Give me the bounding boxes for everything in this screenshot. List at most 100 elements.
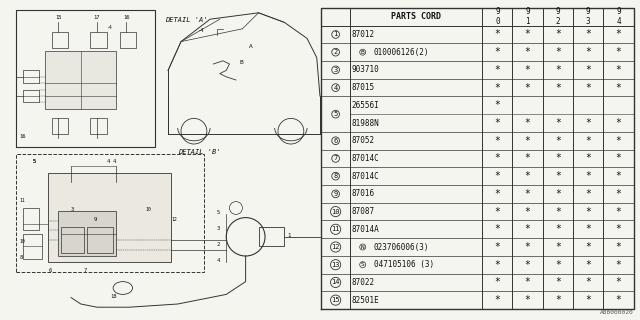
- Text: *: *: [525, 189, 531, 199]
- Text: 10: 10: [145, 207, 151, 212]
- Text: 9
0: 9 0: [495, 7, 500, 26]
- Text: 87022: 87022: [351, 278, 374, 287]
- Text: *: *: [495, 65, 500, 75]
- Text: 16: 16: [19, 134, 26, 139]
- Text: 15: 15: [332, 297, 340, 303]
- Text: *: *: [585, 118, 591, 128]
- Text: *: *: [585, 136, 591, 146]
- Text: *: *: [525, 224, 531, 234]
- Text: *: *: [555, 65, 561, 75]
- Text: 14: 14: [332, 279, 340, 285]
- Text: 87012: 87012: [351, 30, 374, 39]
- Text: *: *: [525, 260, 531, 270]
- Text: *: *: [525, 207, 531, 217]
- Text: 7: 7: [333, 156, 338, 162]
- Text: 1: 1: [287, 233, 291, 238]
- Text: 9
2: 9 2: [556, 7, 560, 26]
- Text: *: *: [525, 136, 531, 146]
- Text: 9
1: 9 1: [525, 7, 530, 26]
- Text: 87014C: 87014C: [351, 154, 380, 163]
- Text: *: *: [616, 224, 621, 234]
- Bar: [61, 227, 84, 253]
- Text: *: *: [495, 171, 500, 181]
- Bar: [45, 51, 116, 109]
- Text: -4: -4: [107, 25, 113, 30]
- Text: *: *: [495, 136, 500, 146]
- Text: 10: 10: [19, 239, 25, 244]
- Text: 8: 8: [333, 173, 338, 179]
- Text: *: *: [495, 189, 500, 199]
- Text: 12: 12: [332, 244, 340, 250]
- Text: *: *: [525, 118, 531, 128]
- Text: *: *: [495, 100, 500, 110]
- Text: *: *: [616, 83, 621, 92]
- Text: *: *: [555, 83, 561, 92]
- Text: *: *: [495, 47, 500, 57]
- Bar: [87, 227, 113, 253]
- Text: *: *: [495, 224, 500, 234]
- Text: *: *: [585, 260, 591, 270]
- Text: *: *: [555, 171, 561, 181]
- Text: 4: 4: [107, 159, 110, 164]
- Bar: [58, 211, 116, 256]
- Text: *: *: [495, 154, 500, 164]
- Text: 87016: 87016: [351, 189, 374, 198]
- Text: *: *: [585, 242, 591, 252]
- Text: *: *: [555, 242, 561, 252]
- Text: *: *: [525, 65, 531, 75]
- Text: *: *: [555, 260, 561, 270]
- Text: 10: 10: [332, 209, 340, 215]
- Bar: [259, 227, 284, 246]
- Text: -4: -4: [197, 28, 204, 33]
- Text: *: *: [585, 295, 591, 305]
- Text: 13: 13: [332, 262, 340, 268]
- Text: *: *: [495, 260, 500, 270]
- Text: *: *: [616, 29, 621, 39]
- Text: 4: 4: [113, 159, 116, 164]
- Text: 87014A: 87014A: [351, 225, 380, 234]
- Text: *: *: [555, 277, 561, 287]
- Text: 8: 8: [19, 255, 22, 260]
- Text: *: *: [585, 83, 591, 92]
- Text: *: *: [555, 207, 561, 217]
- Text: *: *: [555, 29, 561, 39]
- Text: *: *: [585, 171, 591, 181]
- Text: *: *: [495, 295, 500, 305]
- Text: *: *: [525, 277, 531, 287]
- Text: *: *: [585, 277, 591, 287]
- Text: 3: 3: [71, 207, 74, 212]
- Bar: [16, 154, 204, 272]
- Text: *: *: [616, 171, 621, 181]
- Text: 87052: 87052: [351, 136, 374, 145]
- Text: *: *: [525, 47, 531, 57]
- Text: *: *: [555, 118, 561, 128]
- Text: *: *: [616, 277, 621, 287]
- Text: 4: 4: [216, 259, 220, 263]
- Text: *: *: [555, 136, 561, 146]
- Text: 26556I: 26556I: [351, 101, 380, 110]
- Text: *: *: [616, 189, 621, 199]
- Text: 9
3: 9 3: [586, 7, 591, 26]
- Text: 010006126(2): 010006126(2): [374, 48, 429, 57]
- Text: *: *: [555, 154, 561, 164]
- Text: *: *: [525, 171, 531, 181]
- Text: *: *: [616, 47, 621, 57]
- Text: 5: 5: [32, 159, 36, 164]
- Text: 023706006(3): 023706006(3): [374, 243, 429, 252]
- Bar: [52, 32, 68, 48]
- Bar: [22, 234, 42, 259]
- Text: 5: 5: [333, 111, 338, 117]
- Text: *: *: [616, 118, 621, 128]
- Text: *: *: [525, 154, 531, 164]
- Text: 2: 2: [333, 49, 338, 55]
- Text: 16: 16: [123, 15, 129, 20]
- Bar: [22, 90, 39, 102]
- Text: *: *: [616, 295, 621, 305]
- Text: *: *: [616, 136, 621, 146]
- Text: *: *: [616, 242, 621, 252]
- Text: *: *: [585, 65, 591, 75]
- Text: 81988N: 81988N: [351, 118, 380, 128]
- Text: S: S: [361, 262, 365, 267]
- Bar: [90, 118, 107, 134]
- Bar: [52, 118, 68, 134]
